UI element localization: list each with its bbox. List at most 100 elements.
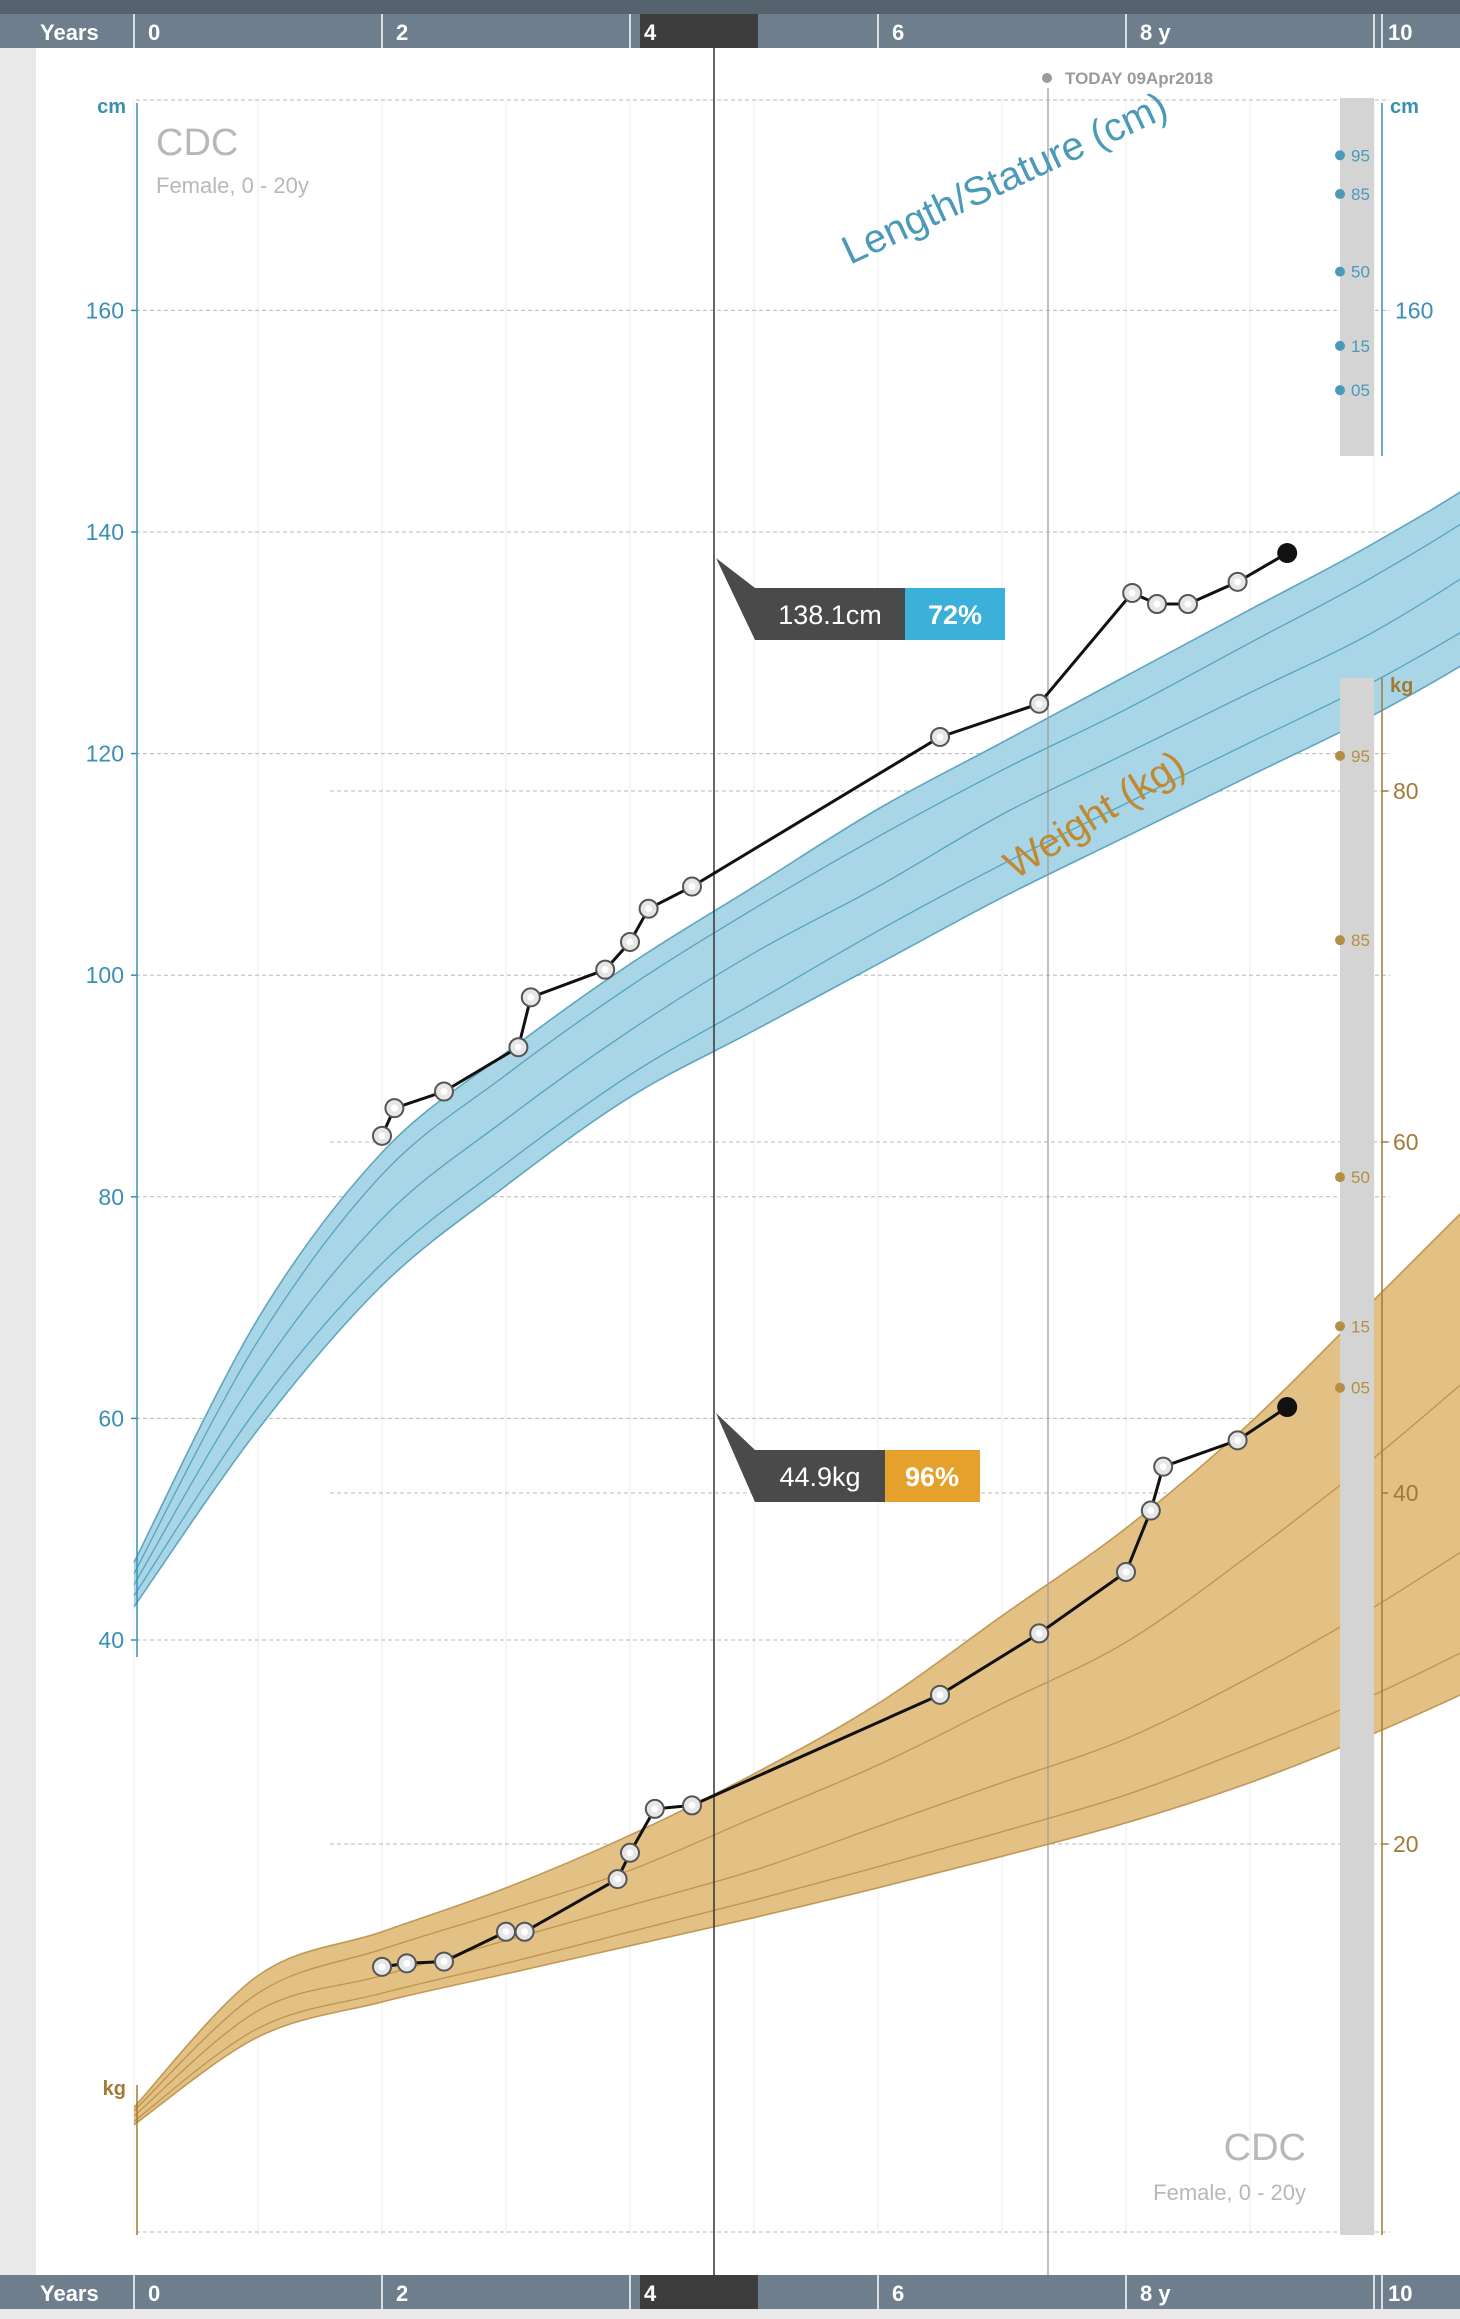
stature-data-point-center	[440, 1088, 448, 1096]
stature-data-point-center	[1184, 600, 1192, 608]
stature-data-point-center	[378, 1132, 386, 1140]
percentile-ribbons	[1340, 98, 1374, 2235]
weight-tick-label: 60	[1393, 1129, 1419, 1155]
stature-tick-label: 60	[98, 1405, 124, 1431]
top-age-label[interactable]: 10	[1388, 20, 1412, 45]
stature-percentile-label: 85	[1351, 185, 1370, 204]
top-source-label: CDC	[156, 122, 238, 164]
stature-current-point[interactable]	[1277, 543, 1298, 564]
top-age-label[interactable]: 6	[892, 20, 904, 45]
stature-tooltip-percentile-box	[905, 588, 1005, 640]
stature-patient-line	[380, 551, 1288, 1137]
top-age-label[interactable]: 0	[148, 20, 160, 45]
top-age-label[interactable]: 4	[644, 20, 657, 45]
weight-left-unit: kg	[103, 2078, 126, 2100]
stature-data-point-center	[688, 883, 696, 891]
stature-tick-label: 100	[86, 962, 124, 988]
weight-percentile-label: 50	[1351, 1168, 1370, 1187]
bottom-age-label[interactable]: 2	[396, 2281, 408, 2306]
top-age-label[interactable]: 2	[396, 20, 408, 45]
weight-data-point-center	[1147, 1507, 1155, 1515]
stature-tooltip-pointer	[716, 558, 755, 640]
stature-band-fill	[134, 492, 1460, 1607]
stature-data-point-center	[390, 1104, 398, 1112]
stature-data-point-center	[1128, 589, 1136, 597]
weight-percentile-marker	[1335, 750, 1345, 761]
stature-percentile-line-05	[133, 665, 1460, 1608]
weight-current-point[interactable]	[1277, 1397, 1298, 1418]
bottom-age-label[interactable]: 0	[148, 2281, 160, 2306]
stature-tick-label: 160	[86, 297, 124, 323]
stature-percentile-marker	[1335, 340, 1345, 351]
weight-data-point-center	[688, 1801, 696, 1809]
weight-percentile-label: 05	[1351, 1379, 1370, 1398]
chart-background	[36, 48, 1460, 2275]
stature-percentile-line-50	[133, 578, 1460, 1585]
weight-tooltip: 44.9kg 96%	[716, 1413, 980, 1502]
stature-data-point-center	[601, 966, 609, 974]
weight-data-point-center	[626, 1849, 634, 1857]
today-label: TODAY 09Apr2018	[1065, 69, 1213, 88]
stature-percentile-label: 95	[1351, 146, 1370, 165]
bottom-age-label[interactable]: 6	[892, 2281, 904, 2306]
stature-percentile-marker	[1335, 150, 1345, 161]
weight-data-point-center	[1035, 1629, 1043, 1637]
weight-percentile-ribbon	[1340, 678, 1374, 2235]
weight-percentile-bands	[133, 1212, 1460, 2126]
stature-data-point-center	[645, 905, 653, 913]
weight-percentile-line-05	[133, 1694, 1460, 2126]
stature-percentile-marker	[1335, 385, 1345, 396]
weight-patient-line	[381, 1405, 1289, 1969]
weight-percentile-line-50	[133, 1551, 1460, 2117]
weight-tooltip-value-box	[755, 1450, 885, 1502]
bottom-years-label: Years	[40, 2281, 99, 2306]
stature-current-value: 138.1cm	[778, 600, 882, 630]
weight-data-point-center	[1159, 1463, 1167, 1471]
patient-weight-series	[372, 1397, 1298, 1977]
stature-left-unit: cm	[97, 96, 126, 118]
weight-tick-label: 20	[1393, 1831, 1419, 1857]
top-years-label: Years	[40, 20, 99, 45]
stature-tick-label: 40	[98, 1627, 124, 1653]
weight-percentile-line-15	[133, 1652, 1460, 2122]
stature-percentile-bands	[133, 491, 1460, 1608]
bottom-current-age-highlight	[640, 2275, 758, 2309]
weight-data-point-center	[1122, 1568, 1130, 1576]
top-subtitle: Female, 0 - 20y	[156, 173, 309, 198]
weight-data-point-center	[1234, 1436, 1242, 1444]
bottom-age-label[interactable]: 4	[644, 2281, 657, 2306]
weight-data-point-center	[614, 1875, 622, 1883]
bottom-age-label[interactable]: 10	[1388, 2281, 1412, 2306]
stature-data-point-center	[1234, 578, 1242, 586]
stature-percentile-line-85	[133, 523, 1460, 1574]
weight-percentile-line-85	[133, 1384, 1460, 2112]
top-age-label[interactable]: 8 y	[1140, 20, 1171, 45]
weight-data-point-center	[403, 1959, 411, 1967]
stature-data-point-center	[936, 733, 944, 741]
weight-current-value: 44.9kg	[779, 1462, 860, 1492]
weight-percentile-line-95	[133, 1212, 1460, 2108]
stature-tooltip-value-box	[755, 588, 905, 640]
bottom-age-label[interactable]: 8 y	[1140, 2281, 1171, 2306]
stature-data-point-center	[1153, 600, 1161, 608]
stature-data-point-center	[527, 993, 535, 1001]
stature-percentile-label: 15	[1351, 337, 1370, 356]
window-top-strip	[0, 0, 1460, 14]
weight-percentile-marker	[1335, 1172, 1345, 1183]
stature-percentile-ribbon	[1340, 98, 1374, 456]
weight-percentile-marker	[1335, 1382, 1345, 1393]
weight-tooltip-pointer	[716, 1413, 755, 1502]
stature-current-percentile: 72%	[928, 600, 982, 630]
weight-tooltip-percentile-box	[885, 1450, 980, 1502]
stature-data-point-center	[514, 1043, 522, 1051]
weight-data-point-center	[502, 1928, 510, 1936]
stature-data-point-center	[1035, 700, 1043, 708]
weight-data-point-center	[440, 1958, 448, 1966]
weight-right-unit: kg	[1390, 675, 1413, 697]
stature-data-point-center	[626, 938, 634, 946]
weight-data-point-center	[521, 1928, 529, 1936]
weight-percentile-label: 95	[1351, 747, 1370, 766]
